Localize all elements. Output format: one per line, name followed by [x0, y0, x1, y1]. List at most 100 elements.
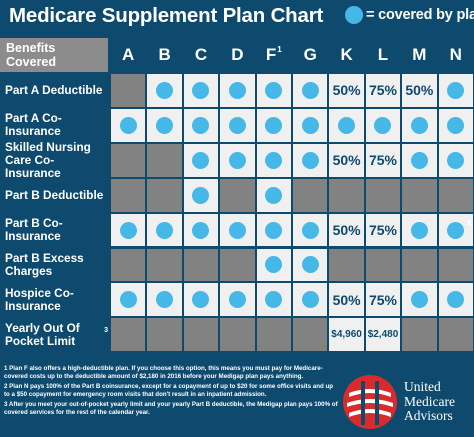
covered-dot-icon — [228, 151, 246, 169]
row-label: Yearly Out Of Pocket Limit 3 — [0, 318, 108, 352]
plan-header-label: B — [158, 45, 171, 64]
table-cell — [402, 283, 437, 317]
row-label: Part A Co-Insurance — [0, 108, 108, 142]
plan-header-c: C — [183, 38, 219, 72]
table-cell — [293, 143, 328, 177]
table-cell — [220, 283, 255, 317]
table-cell — [111, 248, 146, 282]
covered-dot-icon — [119, 116, 137, 134]
row-label-text: Part B Deductible — [5, 187, 104, 202]
table-cell: 75% — [365, 74, 401, 107]
table-cell — [183, 143, 219, 177]
page-title: Medicare Supplement Plan Chart — [9, 4, 324, 27]
covered-dot-icon — [192, 186, 210, 204]
covered-dot-icon — [228, 81, 246, 99]
title-bar: Medicare Supplement Plan Chart = covered… — [0, 0, 474, 35]
footnote-1: 1 Plan F also offers a high-deductible p… — [4, 365, 323, 381]
table-cell: 75% — [365, 143, 401, 177]
table-cell — [147, 318, 182, 352]
row-label: Part B Excess Charges — [0, 248, 108, 282]
brand-line-2: Medicare — [404, 393, 455, 409]
covered-dot-icon — [228, 291, 246, 309]
table-cell: 2 — [438, 213, 473, 247]
table-cell: 75% — [365, 283, 401, 317]
plan-header-d: D — [220, 38, 255, 72]
plan-header-m: M — [402, 38, 437, 72]
covered-dot-icon — [156, 116, 174, 134]
table-cell — [438, 74, 473, 107]
table-cell — [293, 108, 328, 142]
covered-dot-icon — [156, 221, 174, 239]
row-label-text: Part A Deductible — [5, 82, 103, 97]
united-medicare-advisors-logo-icon — [343, 375, 397, 429]
footnote-2: 2 Plan N pays 100% of the Part B coinsur… — [4, 383, 334, 399]
covered-dot-icon — [447, 291, 465, 309]
percent-value: 50% — [332, 152, 361, 169]
row-label: Part B Co-Insurance — [0, 213, 108, 247]
table-cell — [147, 213, 182, 247]
table-cell — [365, 108, 401, 142]
table-cell — [256, 283, 291, 317]
covered-dot-icon — [301, 291, 319, 309]
table-cell — [293, 74, 328, 107]
row-label: Part B Deductible — [0, 178, 108, 212]
table-cell — [329, 178, 364, 212]
plan-header-l: L — [365, 38, 401, 72]
covered-dot-icon — [156, 291, 174, 309]
footnotes: 1 Plan F also offers a high-deductible p… — [4, 365, 340, 420]
table-cell — [438, 143, 473, 177]
table-cell — [147, 74, 182, 107]
covered-dot-icon — [301, 81, 319, 99]
table-cell — [256, 108, 291, 142]
percent-value: 50% — [332, 82, 361, 99]
table-cell — [293, 248, 328, 282]
table-cell — [111, 108, 146, 142]
oop-limit-value: $2,480 — [367, 329, 399, 341]
covered-dot-icon — [447, 151, 465, 169]
table-cell — [256, 178, 291, 212]
covered-dot-icon — [265, 81, 283, 99]
table-cell — [438, 318, 473, 352]
brand-name: United Medicare Advisors — [404, 379, 455, 424]
plan-header-g: G — [293, 38, 328, 72]
table-cell — [402, 178, 437, 212]
oop-limit-value: $4,960 — [331, 329, 362, 341]
covered-dot-icon — [156, 81, 174, 99]
table-cell: 50% — [329, 213, 364, 247]
table-cell — [438, 108, 473, 142]
table-cell — [183, 74, 219, 107]
brand-line-3: Advisors — [404, 408, 453, 423]
table-cell: 50% — [329, 283, 364, 317]
table-cell — [402, 248, 437, 282]
table-cell — [183, 318, 219, 352]
plan-header-label: N — [449, 45, 462, 64]
plan-header-label: C — [194, 45, 208, 64]
table-cell — [147, 283, 182, 317]
table-cell — [111, 318, 146, 352]
covered-dot-icon — [192, 151, 210, 169]
covered-dot-icon — [447, 116, 465, 134]
plan-header-k: K — [329, 38, 364, 72]
percent-value: 50% — [332, 222, 361, 239]
plan-header-label: L — [377, 45, 389, 64]
plan-chart-table: Benefits Covered A B C D F 1 G K L M N Part A Deduct… — [0, 38, 474, 361]
covered-dot-icon — [301, 221, 319, 239]
plan-header-label: K — [340, 45, 353, 64]
covered-dot-icon — [301, 256, 319, 274]
table-cell — [256, 74, 291, 107]
covered-dot-icon — [410, 151, 428, 169]
covered-dot-icon — [265, 151, 283, 169]
table-cell — [329, 108, 364, 142]
row-label-text: Part B Co-Insurance — [5, 216, 63, 244]
header-benefits-covered: Benefits Covered — [0, 38, 108, 72]
table-cell — [183, 248, 219, 282]
table-cell — [147, 178, 182, 212]
covered-dot-icon: 2 — [447, 220, 471, 239]
covered-dot-icon — [410, 221, 428, 239]
covered-dot-icon — [301, 116, 319, 134]
covered-dot-icon — [374, 116, 392, 134]
table-cell — [329, 248, 364, 282]
table-cell — [220, 213, 255, 247]
table-cell — [438, 248, 473, 282]
plan-header-n: N — [438, 38, 473, 72]
